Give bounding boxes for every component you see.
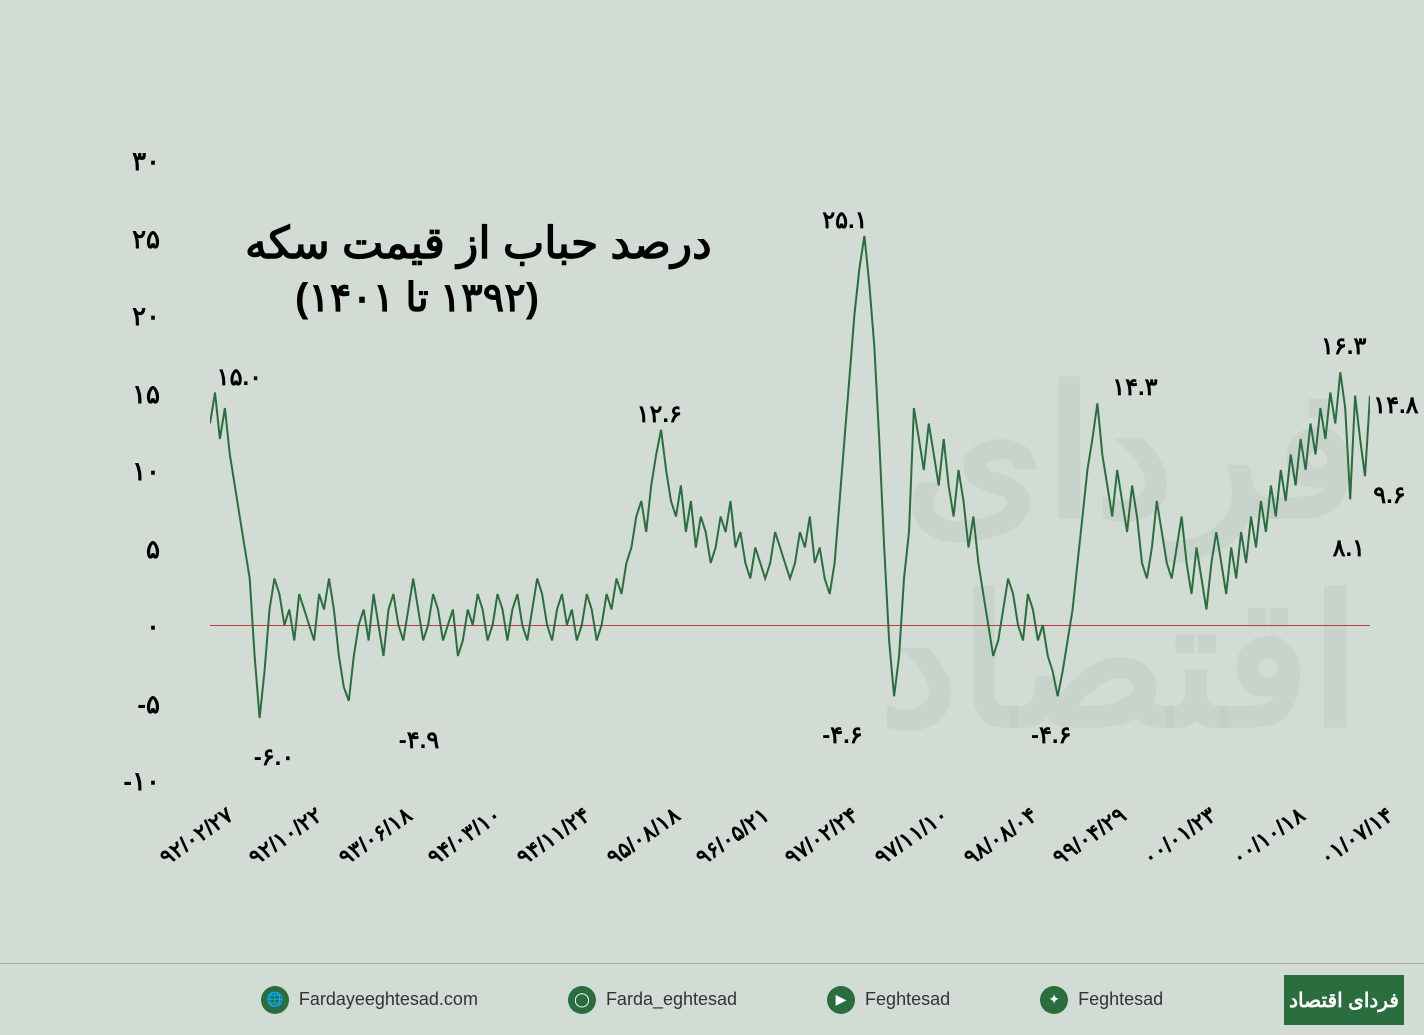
- x-tick-label: ۰۰/۰۱/۲۳: [1138, 802, 1221, 871]
- x-tick-label: ۹۶/۰۵/۲۱: [691, 802, 774, 871]
- peak-label: ۸.۱: [1333, 534, 1365, 563]
- globe-icon: 🌐: [261, 986, 289, 1014]
- telegram-icon: ▶: [827, 986, 855, 1014]
- peak-label: -۴.۶: [1031, 721, 1071, 750]
- social-label: Farda_eghtesad: [606, 989, 737, 1010]
- x-tick-label: ۹۲/۱۰/۲۲: [244, 802, 327, 871]
- x-tick-label: ۹۷/۱۱/۱۰: [870, 802, 953, 871]
- series-line: [210, 236, 1370, 718]
- peak-label: ۱۶.۳: [1321, 332, 1366, 361]
- x-tick-label: ۹۲/۰۲/۲۷: [155, 802, 238, 871]
- y-tick-label: -۵: [110, 689, 160, 720]
- social-links: 🌐 Fardayeeghtesad.com ◯ Farda_eghtesad ▶ Fegh…: [261, 986, 1163, 1014]
- x-tick-label: ۹۹/۰۴/۲۹: [1048, 802, 1131, 871]
- y-tick-label: ۰: [110, 611, 160, 642]
- social-label: Fardayeeghtesad.com: [299, 989, 478, 1010]
- social-link-instagram[interactable]: ◯ Farda_eghtesad: [568, 986, 737, 1014]
- x-tick-label: ۹۸/۰۸/۰۴: [959, 802, 1042, 871]
- x-tick-label: ۰۱/۰۷/۱۴: [1315, 802, 1398, 871]
- x-tick-label: ۰۰/۱۰/۱۸: [1227, 802, 1310, 871]
- social-label: Feghtesad: [1078, 989, 1163, 1010]
- x-tick-label: ۹۷/۰۲/۲۴: [780, 802, 863, 871]
- social-link-telegram[interactable]: ▶ Feghtesad: [827, 986, 950, 1014]
- peak-label: ۹.۶: [1373, 481, 1405, 510]
- social-label: Feghtesad: [865, 989, 950, 1010]
- peak-label: -۴.۹: [399, 726, 439, 755]
- y-tick-label: ۲۵: [110, 224, 160, 255]
- instagram-icon: ◯: [568, 986, 596, 1014]
- peak-label: ۱۲.۶: [637, 400, 682, 429]
- peak-label: -۶.۰: [254, 743, 294, 772]
- x-tick-label: ۹۴/۱۱/۲۴: [512, 802, 595, 871]
- y-tick-label: ۵: [110, 534, 160, 565]
- social-link-twitter[interactable]: ✦ Feghtesad: [1040, 986, 1163, 1014]
- brand-logo: فردای اقتصاد: [1284, 975, 1404, 1025]
- chart-container: فردای اقتصاد درصد حباب از قیمت سکه (۱۳۹۲…: [80, 50, 1360, 900]
- line-chart-svg: [210, 160, 1370, 780]
- peak-label: ۱۴.۳: [1112, 373, 1157, 402]
- x-tick-label: ۹۴/۰۳/۱۰: [423, 802, 506, 871]
- social-link-globe[interactable]: 🌐 Fardayeeghtesad.com: [261, 986, 478, 1014]
- peak-label: ۲۵.۱: [822, 206, 867, 235]
- y-tick-label: ۱۰: [110, 456, 160, 487]
- y-tick-label: ۱۵: [110, 379, 160, 410]
- peak-label: ۱۵.۰: [217, 363, 262, 392]
- y-tick-label: -۱۰: [110, 766, 160, 797]
- footer: 🌐 Fardayeeghtesad.com ◯ Farda_eghtesad ▶ Fegh…: [0, 963, 1424, 1035]
- plot-area: [210, 160, 1370, 780]
- x-tick-label: ۹۵/۰۸/۱۸: [602, 802, 685, 871]
- y-tick-label: ۲۰: [110, 301, 160, 332]
- peak-label: -۴.۶: [822, 721, 862, 750]
- twitter-icon: ✦: [1040, 986, 1068, 1014]
- x-tick-label: ۹۳/۰۶/۱۸: [334, 802, 417, 871]
- peak-label: ۱۴.۸: [1373, 391, 1418, 420]
- y-tick-label: ۳۰: [110, 146, 160, 177]
